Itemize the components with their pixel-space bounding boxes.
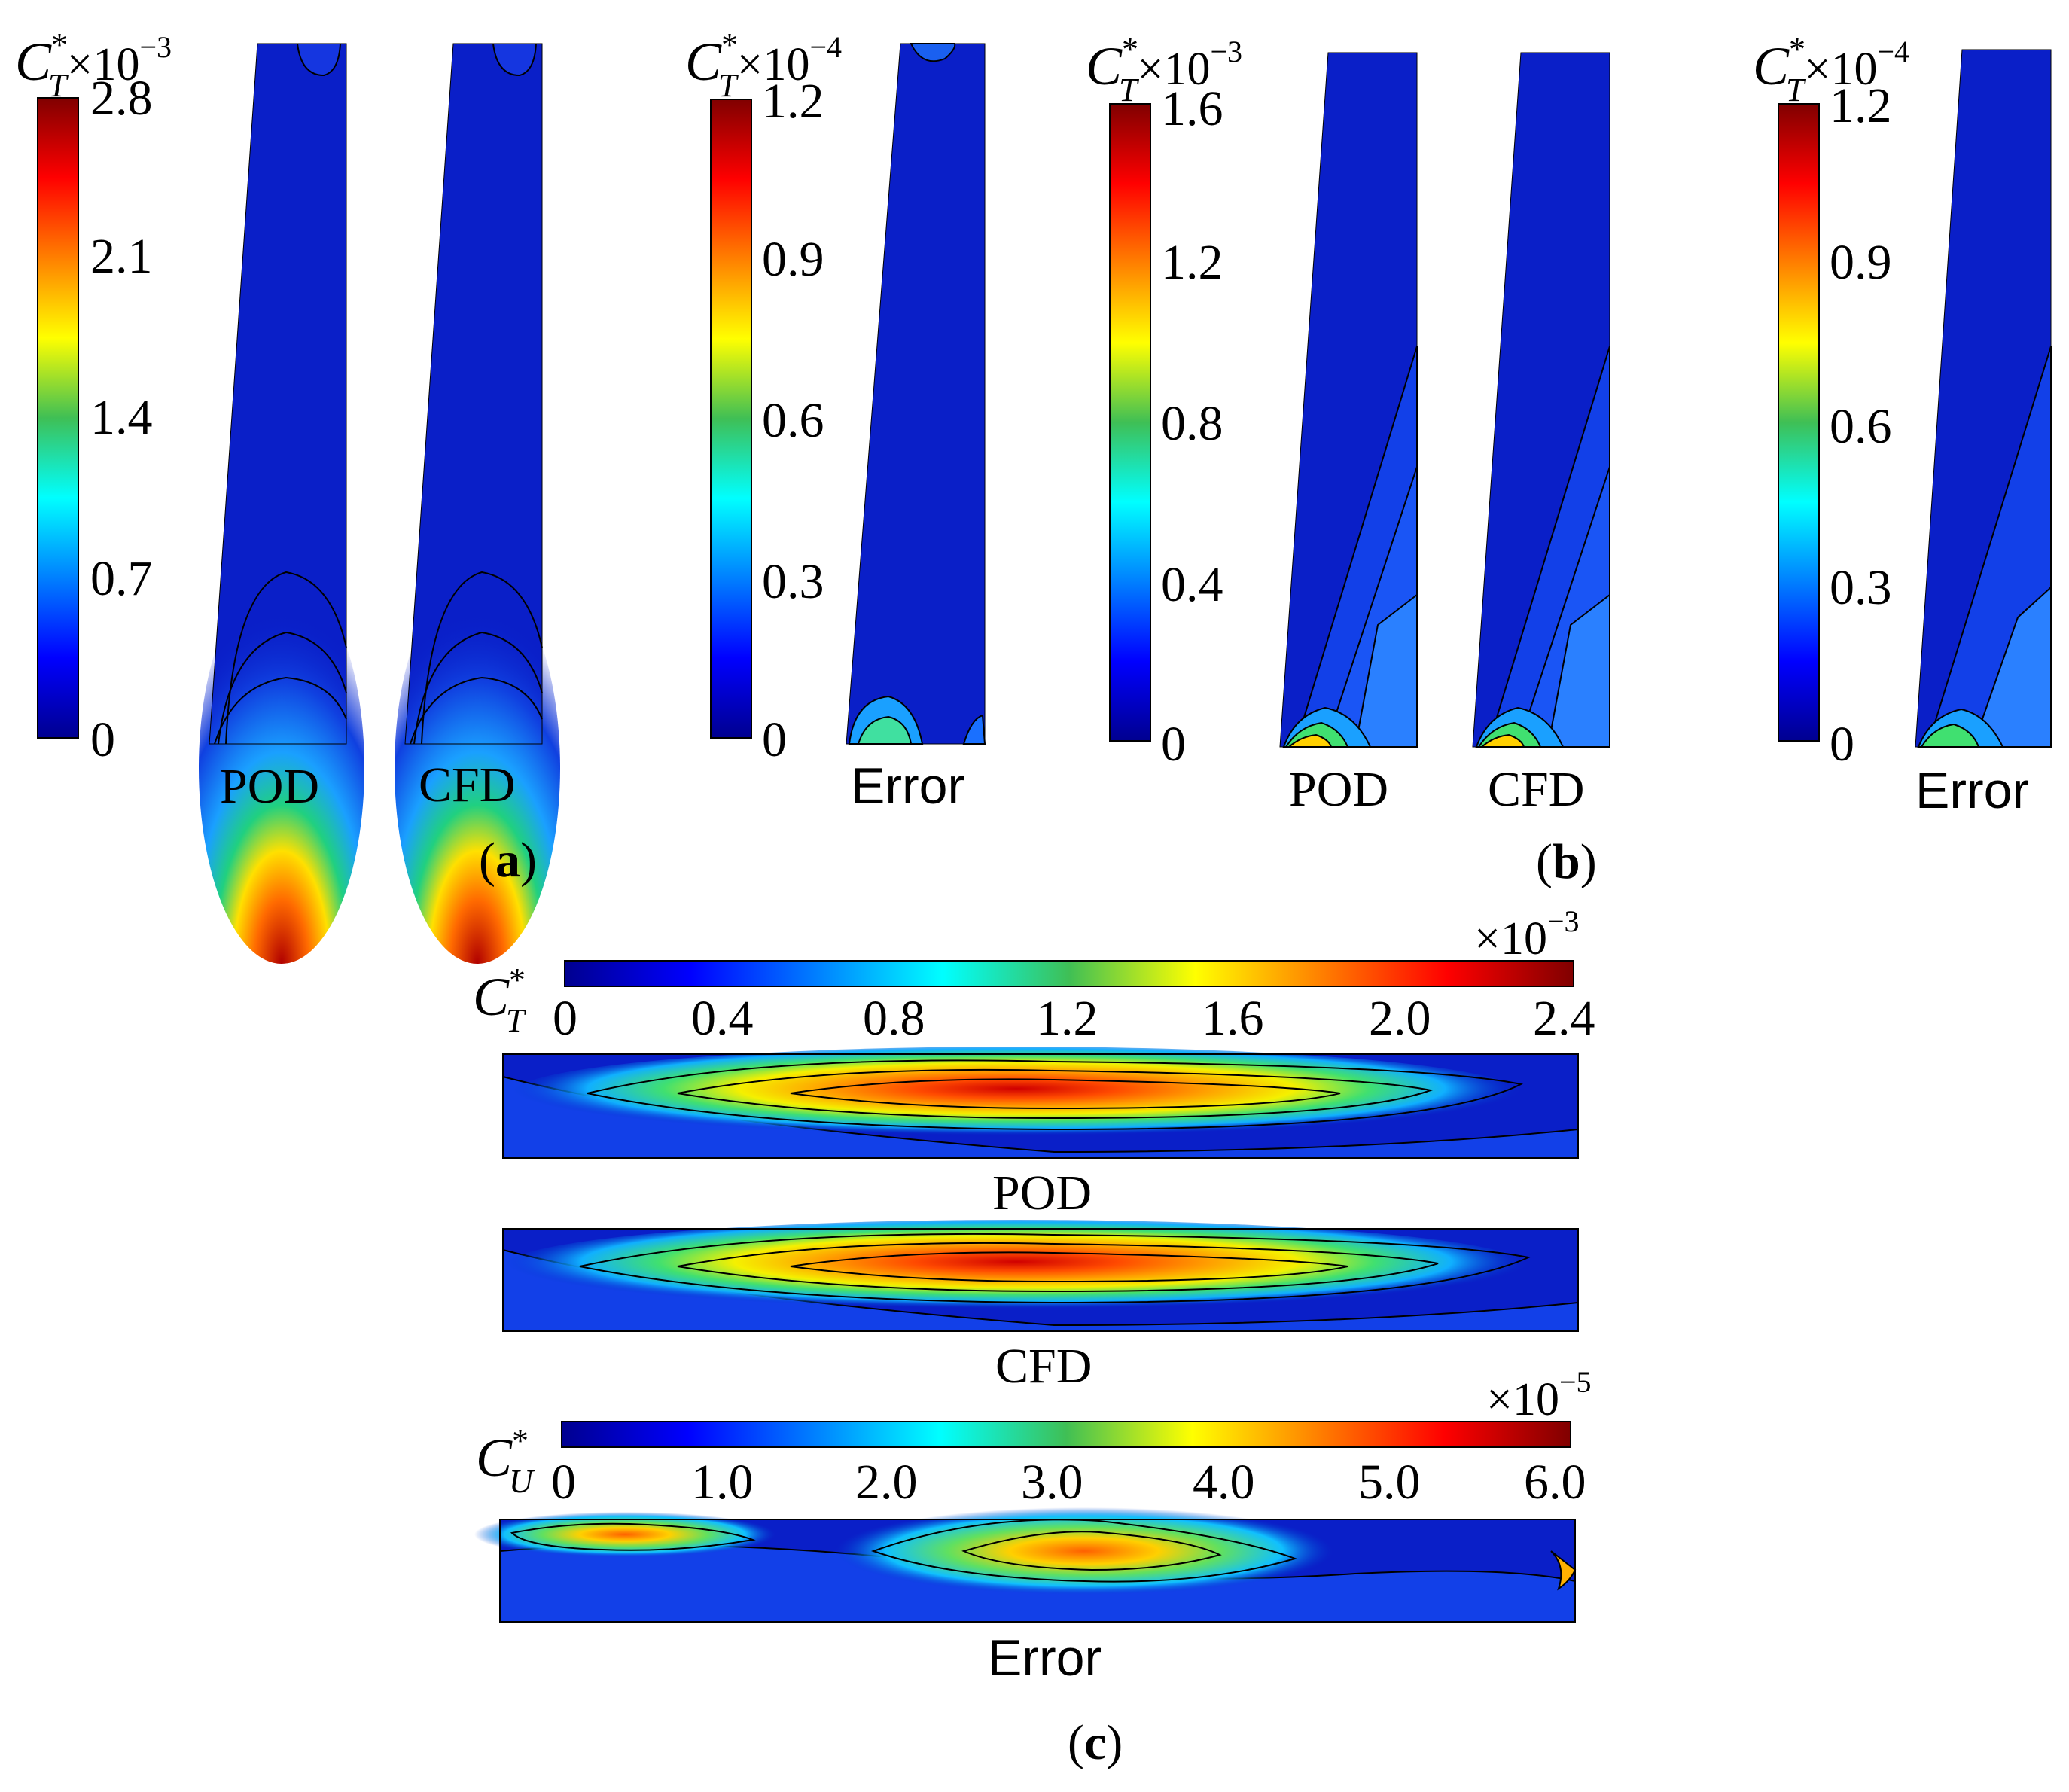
tick-c-err-0: 0	[551, 1455, 576, 1510]
tick-c-err-4: 4.0	[1193, 1455, 1255, 1510]
contour-b-pod	[1279, 52, 1418, 748]
tick-c-2: 0.8	[863, 991, 925, 1046]
tick-b-err-3: 0.3	[1830, 560, 1892, 615]
colorbar-c-multiplier: ×10−3	[1474, 904, 1580, 965]
label-b-error: Error	[1915, 762, 2030, 819]
tick-a-err-0: 1.2	[762, 74, 824, 129]
tick-a-err-4: 0	[762, 712, 787, 767]
colorbar-b-error	[1778, 103, 1820, 742]
colorbar-b-error-title: C*T×10−4	[1753, 31, 1910, 108]
tick-c-6: 2.4	[1533, 991, 1595, 1046]
tick-b-err-0: 1.2	[1830, 78, 1892, 133]
tick-c-err-6: 6.0	[1524, 1455, 1586, 1510]
tick-a-3: 0.7	[90, 551, 153, 606]
tick-a-err-2: 0.6	[762, 393, 824, 448]
colorbar-c-error-symbol: C*U	[476, 1422, 533, 1500]
colorbar-a	[37, 97, 79, 739]
contour-a-error	[846, 43, 986, 745]
contour-c-cfd	[502, 1220, 1579, 1332]
caption-b: (b)	[1536, 834, 1597, 889]
contour-a-pod	[199, 43, 364, 964]
colorbar-a-error-title: C*T×10−4	[685, 26, 843, 104]
colorbar-b	[1109, 103, 1151, 742]
tick-b-0: 1.6	[1161, 81, 1223, 136]
tick-c-3: 1.2	[1036, 991, 1098, 1046]
tick-b-err-4: 0	[1830, 717, 1854, 772]
label-b-pod: POD	[1289, 762, 1389, 817]
tick-b-err-1: 0.9	[1830, 235, 1892, 290]
label-a-cfd: CFD	[419, 757, 516, 812]
contour-c-error	[474, 1507, 1577, 1623]
tick-c-err-1: 1.0	[691, 1455, 754, 1510]
label-c-cfd: CFD	[995, 1339, 1092, 1394]
colorbar-c	[564, 960, 1574, 987]
tick-c-5: 2.0	[1369, 991, 1431, 1046]
tick-c-0: 0	[553, 991, 577, 1046]
contour-c-pod	[502, 1047, 1579, 1159]
tick-b-4: 0	[1161, 717, 1186, 772]
tick-c-err-3: 3.0	[1021, 1455, 1083, 1510]
tick-a-0: 2.8	[90, 71, 153, 126]
tick-c-4: 1.6	[1202, 991, 1264, 1046]
label-a-pod: POD	[220, 759, 320, 814]
tick-c-1: 0.4	[691, 991, 754, 1046]
tick-a-2: 1.4	[90, 390, 153, 445]
tick-b-1: 1.2	[1161, 235, 1223, 290]
caption-a: (a)	[479, 833, 537, 888]
label-c-pod: POD	[992, 1166, 1092, 1221]
label-c-error: Error	[988, 1629, 1102, 1687]
contour-b-cfd	[1472, 52, 1610, 748]
caption-c: (c)	[1068, 1715, 1123, 1770]
colorbar-c-symbol: C*T	[473, 962, 526, 1039]
contour-b-error	[1915, 49, 2052, 748]
colorbar-c-error-multiplier: ×10−5	[1486, 1365, 1592, 1425]
tick-b-err-2: 0.6	[1830, 399, 1892, 454]
contour-a-cfd	[395, 43, 560, 964]
colorbar-a-title: C*T×10−3	[15, 26, 172, 104]
tick-a-err-1: 0.9	[762, 232, 824, 287]
tick-b-2: 0.8	[1161, 396, 1223, 451]
tick-a-4: 0	[90, 712, 115, 767]
label-b-cfd: CFD	[1488, 762, 1585, 817]
tick-b-3: 0.4	[1161, 557, 1223, 612]
colorbar-c-error	[561, 1421, 1571, 1448]
tick-c-err-5: 5.0	[1358, 1455, 1421, 1510]
colorbar-b-title: C*T×10−3	[1086, 31, 1243, 108]
colorbar-a-error	[710, 99, 752, 739]
label-a-error: Error	[851, 757, 965, 815]
tick-c-err-2: 2.0	[855, 1455, 918, 1510]
tick-a-1: 2.1	[90, 229, 153, 284]
tick-a-err-3: 0.3	[762, 554, 824, 609]
